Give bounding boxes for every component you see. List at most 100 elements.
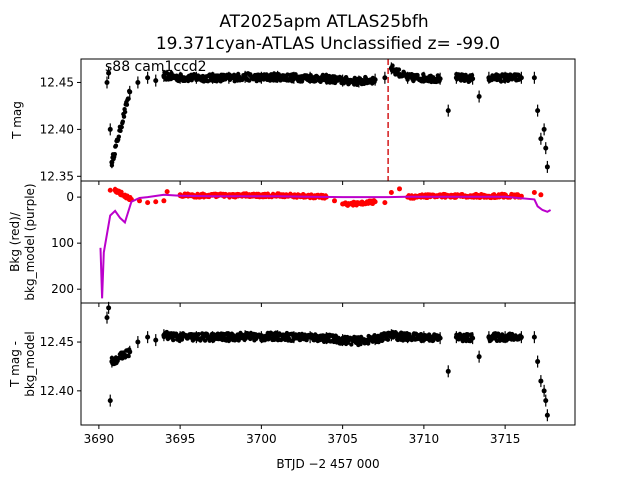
- y-axis-label: T mag -: [8, 341, 22, 388]
- y-tick-label: 200: [51, 282, 74, 296]
- data-point: [107, 187, 113, 193]
- data-point: [476, 94, 482, 100]
- data-point: [242, 333, 248, 339]
- data-point: [122, 109, 128, 115]
- data-point: [445, 108, 451, 114]
- plot-frame: [80, 302, 576, 426]
- data-point: [120, 119, 126, 124]
- data-point: [104, 79, 110, 85]
- data-point: [397, 186, 402, 192]
- data-point: [153, 337, 159, 343]
- data-point: [307, 75, 313, 81]
- data-point: [135, 339, 141, 345]
- data-point: [340, 78, 346, 84]
- data-point: [226, 334, 232, 340]
- data-point: [380, 337, 385, 343]
- data-point: [502, 75, 508, 81]
- y-tick-label: 12.45: [40, 75, 74, 89]
- data-point: [112, 187, 118, 193]
- data-point: [531, 75, 537, 81]
- data-point: [161, 73, 167, 79]
- data-point: [177, 75, 183, 81]
- data-point: [445, 368, 451, 374]
- data-point: [453, 334, 459, 340]
- data-point: [164, 189, 170, 195]
- data-point: [498, 79, 504, 84]
- data-point: [538, 378, 544, 384]
- data-point: [538, 136, 544, 142]
- data-point: [171, 337, 176, 343]
- data-point: [109, 359, 115, 365]
- data-point: [161, 332, 167, 338]
- x-tick-label: 3705: [327, 432, 358, 446]
- data-point: [205, 332, 210, 337]
- data-point: [323, 76, 329, 82]
- data-point: [127, 89, 133, 95]
- data-point: [291, 75, 297, 81]
- data-point: [275, 333, 281, 339]
- data-point: [291, 334, 297, 340]
- data-point: [349, 342, 354, 347]
- chart-subtitle: 19.371cyan-ATLAS Unclassified z= -99.0: [156, 34, 500, 54]
- data-point: [538, 192, 544, 198]
- data-point: [388, 332, 394, 338]
- data-point: [437, 335, 443, 341]
- data-point: [161, 198, 167, 204]
- data-point: [372, 336, 378, 342]
- data-point: [323, 335, 329, 341]
- data-point: [107, 126, 113, 132]
- data-point: [382, 200, 388, 206]
- data-point: [153, 78, 159, 84]
- data-point: [356, 338, 362, 344]
- data-point: [307, 334, 313, 340]
- data-point: [502, 334, 508, 340]
- data-point: [541, 126, 547, 132]
- data-point: [486, 75, 492, 81]
- data-point: [193, 75, 199, 81]
- data-point: [405, 334, 411, 340]
- series-line-bkg-model: [99, 193, 552, 299]
- data-point: [518, 75, 524, 81]
- data-point: [476, 354, 482, 360]
- y-tick-label: 12.45: [40, 335, 74, 349]
- data-point: [543, 145, 549, 151]
- data-point: [535, 108, 541, 114]
- y-axis-label: bkg_model (purple): [23, 183, 37, 300]
- y-tick-label: 0: [66, 190, 74, 204]
- x-tick-label: 3690: [84, 432, 115, 446]
- x-tick-label: 3710: [409, 432, 440, 446]
- data-point: [531, 190, 537, 196]
- data-point: [453, 75, 459, 81]
- data-point: [145, 334, 151, 340]
- data-point: [127, 349, 133, 355]
- chart-title: AT2025apm ATLAS25bfh: [219, 12, 428, 32]
- data-point: [531, 334, 537, 340]
- data-point: [470, 335, 476, 341]
- data-point: [496, 73, 501, 78]
- data-point: [544, 412, 550, 418]
- data-point: [388, 65, 394, 71]
- data-point: [382, 75, 388, 81]
- data-point: [258, 75, 264, 81]
- y-tick-label: 12.40: [40, 122, 74, 136]
- x-axis-label: BTJD −2 457 000: [276, 457, 379, 471]
- data-point: [104, 315, 110, 321]
- data-point: [541, 388, 547, 394]
- data-point: [242, 74, 248, 80]
- data-point: [113, 143, 119, 148]
- data-point: [177, 334, 183, 340]
- data-point: [372, 199, 378, 205]
- data-point: [106, 305, 112, 311]
- data-point: [421, 75, 427, 81]
- data-point: [518, 334, 524, 340]
- y-tick-label: 12.40: [40, 384, 74, 398]
- data-point: [543, 398, 549, 404]
- data-point: [313, 79, 318, 84]
- data-point: [112, 152, 118, 157]
- panel-annotation: s88 cam1ccd2: [105, 59, 207, 75]
- bottom-panel: 12.40 12.45 3690 3695 3700 3705 3710 3715 T mag …: [8, 301, 576, 446]
- data-point: [405, 75, 411, 81]
- data-point: [153, 199, 159, 205]
- data-point: [437, 76, 443, 82]
